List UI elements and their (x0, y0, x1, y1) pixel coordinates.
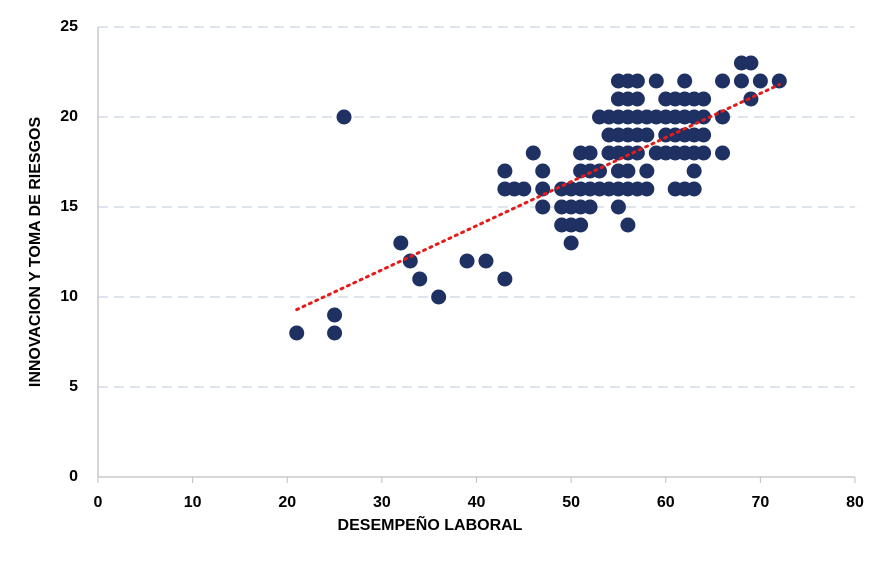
y-tick-label: 25 (60, 18, 78, 35)
x-tick-label: 40 (468, 494, 486, 511)
point (412, 271, 428, 287)
x-tick-label: 10 (184, 494, 202, 511)
point (639, 181, 655, 197)
point (563, 235, 579, 251)
point (715, 145, 731, 161)
point (733, 73, 749, 89)
point (629, 91, 645, 107)
point (639, 163, 655, 179)
x-tick-label: 0 (94, 494, 103, 511)
point (696, 127, 712, 143)
point (327, 307, 343, 323)
point (393, 235, 409, 251)
point (582, 145, 598, 161)
x-tick-label: 80 (846, 494, 864, 511)
x-tick-label: 30 (373, 494, 391, 511)
point (696, 145, 712, 161)
point (648, 73, 664, 89)
point (478, 253, 494, 269)
point (289, 325, 305, 341)
point (629, 73, 645, 89)
point (686, 163, 702, 179)
y-tick-label: 10 (60, 288, 78, 305)
point (535, 199, 551, 215)
x-tick-label: 70 (751, 494, 769, 511)
point (431, 289, 447, 305)
point (525, 145, 541, 161)
point (639, 127, 655, 143)
point (573, 217, 589, 233)
point (696, 91, 712, 107)
point (752, 73, 768, 89)
point (327, 325, 343, 341)
x-tick-label: 50 (562, 494, 580, 511)
point (497, 163, 513, 179)
point (743, 55, 759, 71)
y-tick-label: 5 (69, 378, 78, 395)
point (582, 199, 598, 215)
y-axis-label: INNOVACION Y TOMA DE RIESGOS (27, 117, 44, 388)
point (459, 253, 475, 269)
y-tick-label: 20 (60, 108, 78, 125)
point (336, 109, 352, 125)
point (610, 199, 626, 215)
point (535, 163, 551, 179)
point (686, 181, 702, 197)
point (715, 109, 731, 125)
point (620, 163, 636, 179)
x-tick-label: 60 (657, 494, 675, 511)
point (620, 217, 636, 233)
point (771, 73, 787, 89)
y-tick-label: 0 (69, 468, 78, 485)
point (516, 181, 532, 197)
x-axis-label: DESEMPEÑO LABORAL (338, 514, 523, 534)
point (696, 109, 712, 125)
point (677, 73, 693, 89)
y-tick-label: 15 (60, 198, 78, 215)
point (715, 73, 731, 89)
point (743, 91, 759, 107)
trendline (295, 83, 781, 312)
x-tick-label: 20 (278, 494, 296, 511)
point (497, 271, 513, 287)
